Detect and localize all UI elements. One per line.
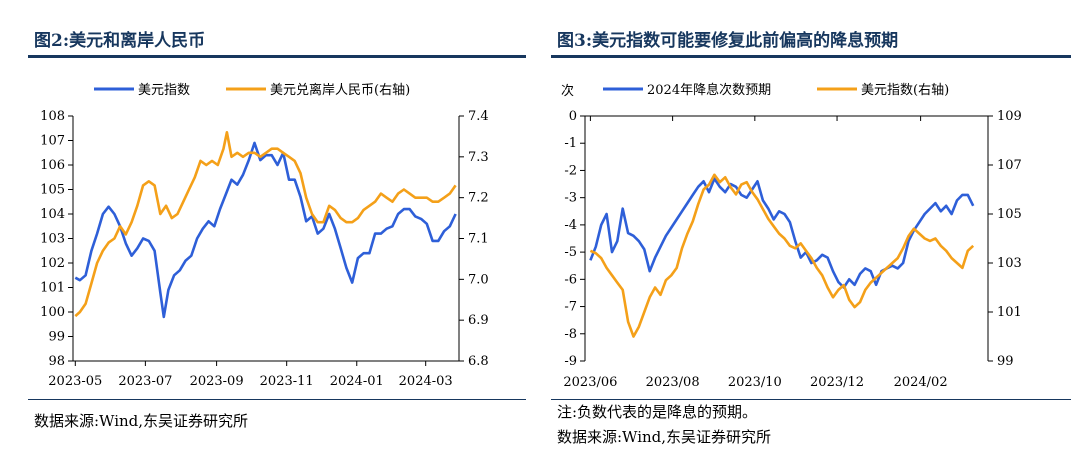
chart-1-left-tick-label: -5: [564, 245, 577, 260]
chart-1-left-tick-label: -7: [564, 300, 577, 315]
figure-2-title-rule: [28, 55, 526, 58]
chart-1-legend-label-0: 2024年降息次数预期: [647, 82, 771, 98]
chart-1-series-line-1: [589, 173, 975, 338]
chart-1-left-tick-label: -1: [564, 136, 577, 151]
chart-1-x-tick-label: 2023/12: [810, 375, 864, 390]
chart-0-right-tick-label: 7.4: [468, 109, 489, 124]
figure-3-bottom-rule: [551, 399, 1071, 400]
chart-1-left-tick-label: -8: [564, 327, 577, 342]
chart-0-left-tick-label: 99: [48, 330, 65, 345]
chart-1-right-tick-label: 103: [997, 256, 1022, 271]
chart-0-left-tick-label: 101: [40, 281, 65, 296]
chart-1-left-tick-label: -9: [564, 354, 577, 369]
chart-0-right-tick-label: 7.3: [468, 150, 489, 165]
chart-1-x-tick-label: 2023/08: [646, 375, 700, 390]
chart-0-series-line-1: [74, 131, 457, 318]
chart-0-left-tick-label: 106: [40, 158, 65, 173]
chart-0-left-tick-label: 107: [40, 134, 65, 149]
figure-3-title-rule: [551, 55, 1071, 58]
chart-1-left-tick-label: -6: [564, 272, 577, 287]
chart-0-x-tick-label: 2023-09: [190, 374, 244, 389]
chart-1-left-tick-label: -3: [564, 191, 577, 206]
chart-0-x-tick-label: 2023-11: [260, 374, 314, 389]
chart-1-right-tick-label: 107: [997, 158, 1022, 173]
chart-0-x-tick-label: 2023-07: [118, 374, 172, 389]
figure-2-title: 图2:美元和离岸人民币: [34, 31, 206, 51]
chart-0-x-tick-label: 2024-01: [330, 374, 384, 389]
figure-2-source: 数据来源:Wind,东吴证券研究所: [34, 412, 249, 430]
chart-0-left-tick-label: 103: [40, 232, 65, 247]
chart-0-right-tick-label: 6.9: [468, 313, 489, 328]
chart-0-x-tick-label: 2023-05: [48, 374, 102, 389]
chart-0-left-tick-label: 104: [40, 207, 65, 222]
chart-0-right-tick-label: 6.8: [468, 354, 489, 369]
chart-0-left-tick-label: 102: [40, 256, 65, 271]
chart-0-legend-label-0: 美元指数: [138, 83, 190, 98]
chart-1-right-tick-label: 105: [997, 207, 1022, 222]
chart-0-legend-label-1: 美元兑离岸人民币(右轴): [270, 82, 410, 98]
figure-3-title: 图3:美元指数可能要修复此前偏高的降息预期: [557, 31, 899, 51]
chart-1-legend-label-1: 美元指数(右轴): [861, 83, 949, 98]
figure-3-chart: 0 -1 -2 -3 -4 -5 -6 -7 -8 -9 99 101 103 105 107 109 2023…: [561, 82, 1022, 390]
figure-2-chart: 98 99 100 101 102 103 104 105 106 107 108 6.8 6.9 7.0…: [40, 82, 489, 389]
chart-1-y-left-label: 次: [561, 83, 574, 99]
chart-0-left-tick-label: 105: [40, 183, 65, 198]
chart-0-right-tick-label: 7.1: [468, 232, 489, 247]
chart-0-left-tick-label: 98: [48, 354, 65, 369]
figure-3-source: 数据来源:Wind,东吴证券研究所: [557, 428, 772, 446]
chart-0-left-tick-label: 108: [40, 109, 65, 124]
chart-0-left-tick-label: 100: [40, 305, 65, 320]
figure-2-panel: 图2:美元和离岸人民币 98 99 100 101 102 103 104 105 106 107…: [0, 0, 530, 467]
chart-1-x-tick-label: 2024/02: [894, 375, 948, 390]
chart-1-left-tick-label: 0: [569, 109, 577, 124]
chart-1-right-tick-label: 101: [997, 305, 1022, 320]
chart-1-series-line-0: [589, 177, 975, 289]
chart-0-series-line-0: [74, 141, 457, 319]
chart-1-left-tick-label: -4: [564, 218, 577, 233]
chart-1-right-tick-label: 109: [997, 109, 1022, 124]
chart-1-right-tick-label: 99: [997, 354, 1014, 369]
chart-1-x-tick-label: 2023/06: [563, 375, 617, 390]
chart-1-x-tick-label: 2023/10: [728, 375, 782, 390]
chart-0-right-tick-label: 7.2: [468, 191, 489, 206]
figure-3-note: 注:负数代表的是降息的预期。: [557, 403, 758, 421]
chart-0-x-tick-label: 2024-03: [399, 374, 453, 389]
chart-0-right-tick-label: 7.0: [468, 272, 489, 287]
figure-2-bottom-rule: [28, 399, 526, 400]
figure-3-panel: 图3:美元指数可能要修复此前偏高的降息预期 0 -1 -2 -3 -4 -5 -6 -7 -8 -…: [545, 0, 1077, 467]
chart-1-left-tick-label: -2: [564, 163, 577, 178]
